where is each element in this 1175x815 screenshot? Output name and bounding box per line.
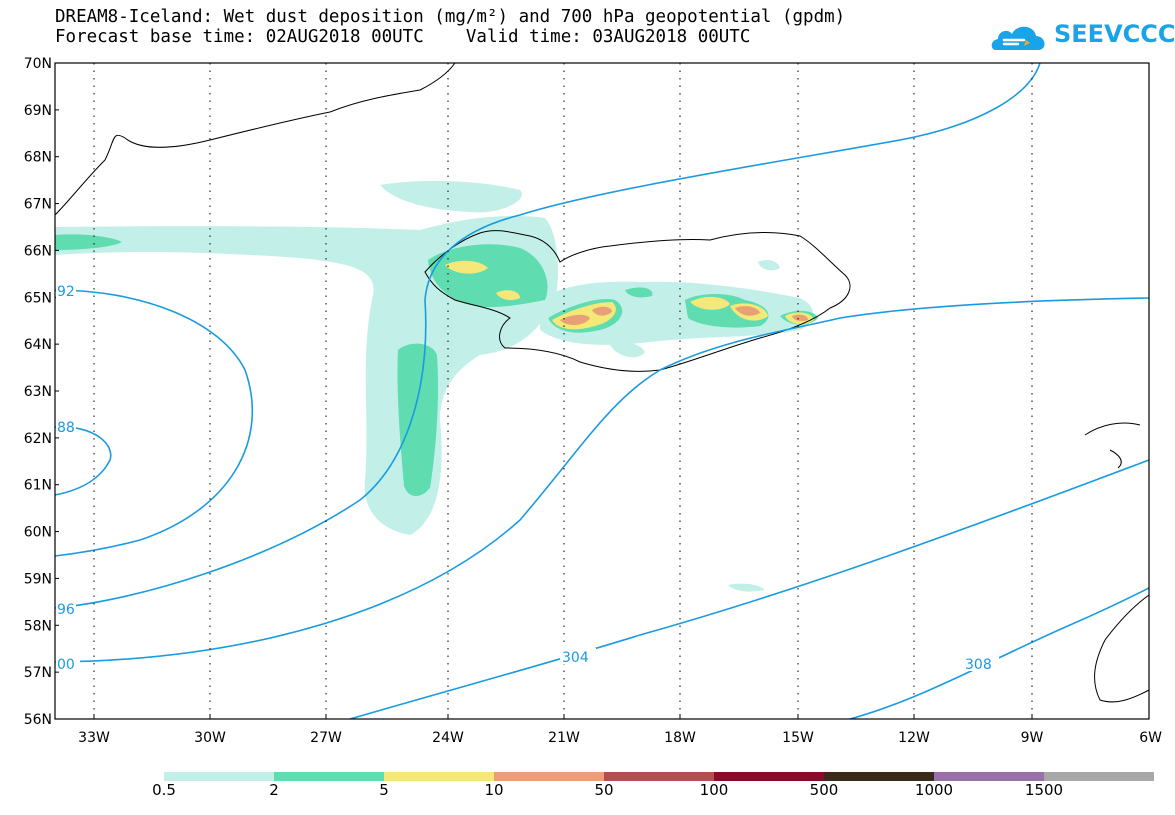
lat-tick-label: 63N [24,384,52,400]
legend-label: 1500 [1024,781,1064,799]
legend-swatch [164,772,274,781]
contour-label: 304 [562,650,589,666]
legend-swatch [274,772,384,781]
dust-deposition-field [55,180,818,592]
lat-tick-label: 58N [24,618,52,634]
lat-tick-label: 70N [24,56,52,72]
map-subtitle: Forecast base time: 02AUG2018 00UTC Vali… [55,27,751,47]
legend-label: 100 [699,781,729,799]
lon-tick-label: 21W [548,730,580,746]
lat-tick-label: 64N [24,337,52,353]
lat-tick-label: 61N [24,478,52,494]
lon-tick-label: 18W [664,730,696,746]
lon-tick-label: 24W [432,730,464,746]
lat-tick-label: 67N [24,197,52,213]
map-background [55,63,1149,719]
lon-tick-label: 27W [310,730,342,746]
lat-tick-label: 68N [24,150,52,166]
legend-label: 2 [269,781,279,799]
lat-tick-label: 69N [24,103,52,119]
legend-swatch [824,772,934,781]
lon-tick-label: 9W [1021,730,1044,746]
legend-swatch [384,772,494,781]
legend-swatch [1044,772,1154,781]
coastline [55,63,1149,703]
lat-tick-label: 56N [24,712,52,728]
legend-label: 0.5 [152,781,176,799]
legend-swatch [604,772,714,781]
lon-tick-label: 30W [194,730,226,746]
legend-swatch [934,772,1044,781]
lon-tick-label: 33W [78,730,110,746]
contour-label: 308 [965,657,992,673]
legend-label: 500 [809,781,839,799]
lat-tick-label: 62N [24,431,52,447]
map-title: DREAM8-Iceland: Wet dust deposition (mg/… [55,7,846,27]
contour-labels: 92 88 96 00 304 308 [56,282,999,673]
contour-label: 96 [57,602,75,618]
latitude-axis: 70N 69N 68N 67N 66N 65N 64N 63N 62N 61N 60N 59N 58N 5… [24,56,59,728]
lat-tick-label: 60N [24,525,52,541]
lat-tick-label: 59N [24,571,52,587]
contour-label: 88 [57,420,75,436]
legend-label: 1000 [914,781,954,799]
lon-tick-label: 15W [782,730,814,746]
legend-label: 50 [594,781,614,799]
legend-swatch [494,772,604,781]
legend-swatch [714,772,824,781]
longitude-axis: 33W 30W 27W 24W 21W 18W 15W 12W 9W 6W [78,714,1162,746]
lat-tick-label: 57N [24,665,52,681]
brand-logo: SEEVCCC [1054,20,1175,48]
contour-label: 92 [57,284,75,300]
contour-label: 00 [57,657,75,673]
lat-tick-label: 65N [24,290,52,306]
legend-label: 10 [484,781,504,799]
cloud-icon [991,26,1045,50]
legend-label: 5 [379,781,389,799]
color-legend [164,772,1154,781]
lon-tick-label: 12W [898,730,930,746]
lon-tick-label: 6W [1139,730,1162,746]
lat-tick-label: 66N [24,243,52,259]
